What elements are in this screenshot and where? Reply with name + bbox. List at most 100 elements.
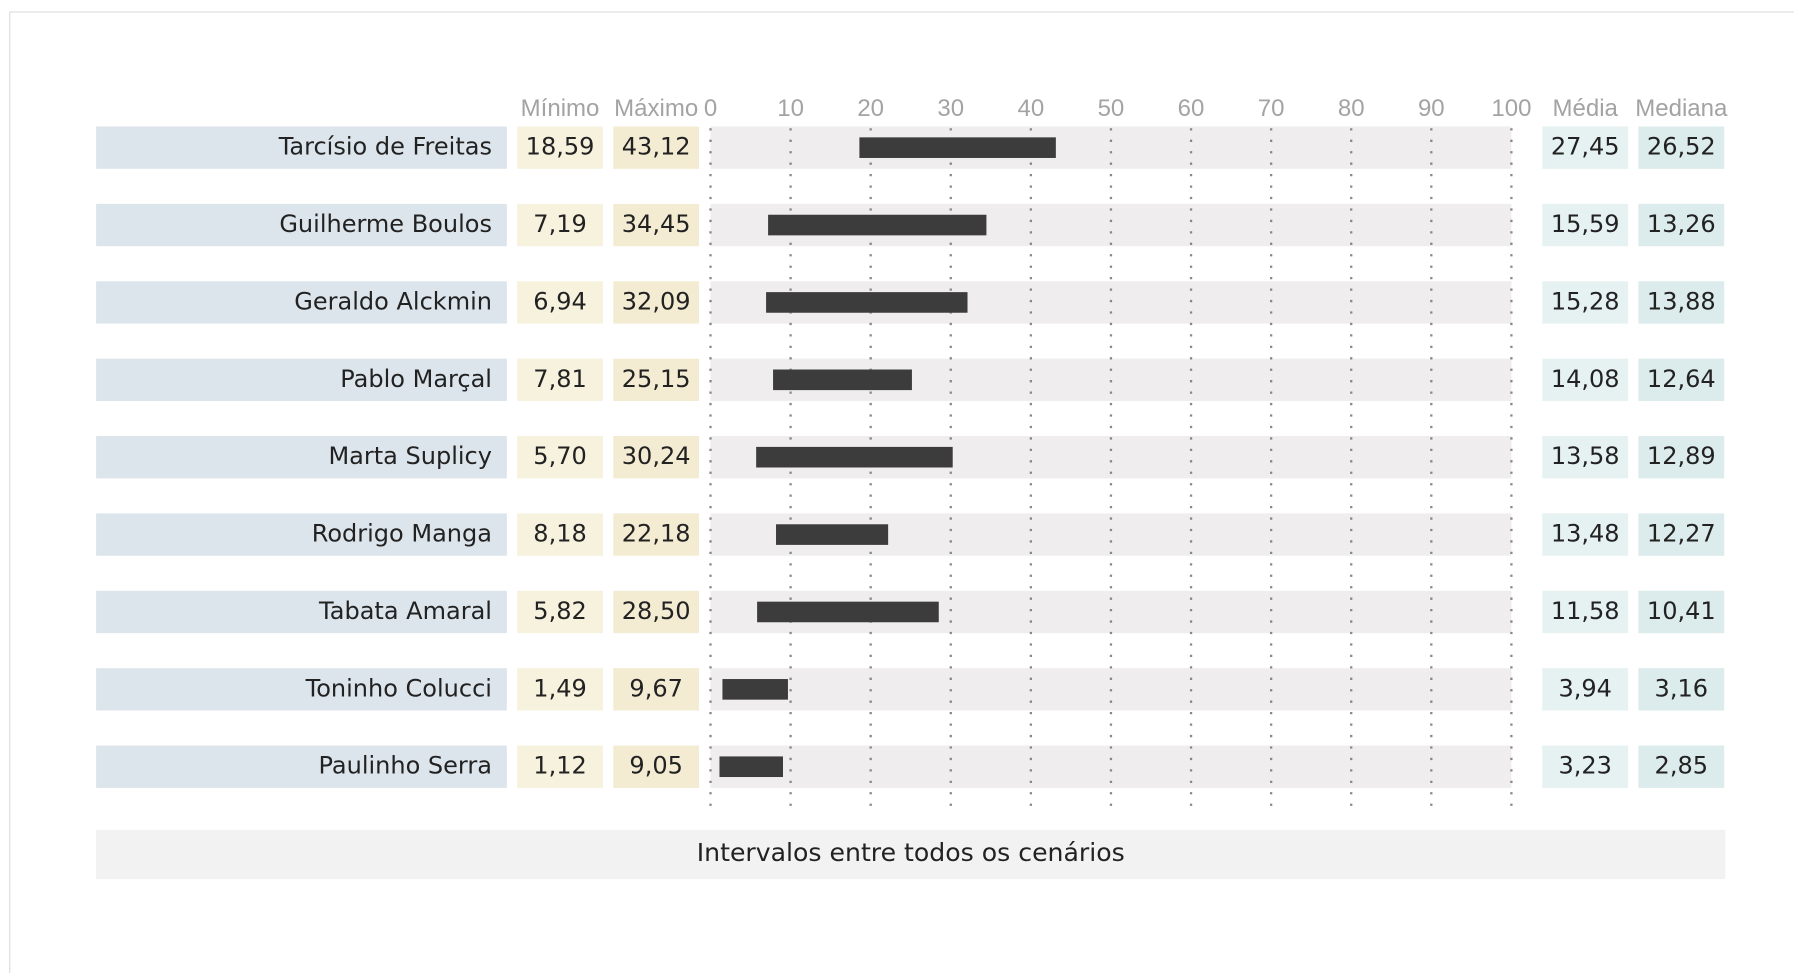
column-header: Mediana [1635,95,1728,122]
value-label: 9,67 [629,674,682,702]
row-label: Tabata Amaral [318,597,492,625]
value-label: 14,08 [1551,365,1620,393]
value-label: 12,64 [1647,365,1716,393]
caption-box [96,829,1726,880]
value-label: 6,94 [533,287,586,315]
value-label: 34,45 [622,210,691,238]
value-label: 5,70 [533,442,586,470]
value-label: 11,58 [1551,597,1620,625]
value-cell [517,590,603,634]
name-cell [96,590,507,634]
value-label: 1,12 [533,752,586,780]
value-cell [1638,203,1725,247]
name-cell [96,358,507,401]
value-cell [613,203,700,247]
value-cell [1542,126,1629,169]
value-cell [1638,281,1725,324]
range-bar [768,214,987,236]
value-label: 15,59 [1551,210,1620,238]
value-cell [517,358,603,401]
x-tick-label: 60 [1178,95,1205,122]
value-label: 22,18 [622,520,691,548]
value-cell [613,126,700,169]
row-label: Geraldo Alckmin [294,287,492,315]
value-cell [1638,745,1725,788]
value-cell [1542,203,1629,247]
value-label: 13,26 [1647,210,1716,238]
range-bar [722,679,788,700]
x-tick-label: 30 [937,95,964,122]
value-label: 28,50 [622,597,691,625]
name-cell [96,513,507,556]
caption: Intervalos entre todos os cenários [697,838,1125,867]
row-label: Tarcísio de Freitas [278,133,492,161]
x-tick-label: 90 [1418,95,1445,122]
value-cell [517,203,603,247]
value-cell [1638,126,1725,169]
value-label: 12,89 [1647,442,1716,470]
x-tick-label: 70 [1258,95,1285,122]
row-label: Marta Suplicy [328,442,492,470]
range-bar [756,446,953,468]
value-label: 15,28 [1551,287,1620,315]
value-cell [1638,436,1725,479]
value-label: 8,18 [533,520,586,548]
value-cell [1542,513,1629,556]
value-label: 1,49 [533,674,586,702]
value-cell [1542,281,1629,324]
value-label: 7,81 [533,365,586,393]
frame [9,11,1794,973]
value-label: 3,23 [1558,752,1611,780]
x-tick-label: 10 [777,95,804,122]
value-cell [517,668,603,711]
value-cell [1542,590,1629,634]
value-label: 2,85 [1655,752,1708,780]
value-cell [613,281,700,324]
x-tick-label: 20 [857,95,884,122]
value-label: 27,45 [1551,133,1620,161]
column-header: Máximo [614,95,698,122]
value-label: 12,27 [1647,520,1716,548]
range-bar [719,756,783,778]
name-cell [96,436,507,479]
range-bar [859,137,1056,158]
x-tick-label: 40 [1018,95,1045,122]
row-label: Guilherme Boulos [279,210,492,238]
value-label: 9,05 [629,752,682,780]
value-label: 5,82 [533,597,586,625]
value-cell [517,513,603,556]
value-cell [613,745,700,788]
value-cell [613,513,700,556]
chart-row [710,126,1512,169]
range-bar [773,369,912,391]
name-cell [96,668,507,711]
row-label: Toninho Colucci [305,674,492,702]
range-bar [776,524,889,545]
value-label: 3,94 [1558,674,1611,702]
name-cell [96,126,507,169]
row-label: Rodrigo Manga [312,520,492,548]
value-cell [1638,668,1725,711]
value-label: 25,15 [622,365,691,393]
name-cell [96,203,507,247]
range-bar [766,292,968,313]
value-cell [1638,358,1725,401]
x-tick-label: 100 [1491,95,1531,122]
name-cell [96,745,507,788]
x-tick-label: 80 [1338,95,1365,122]
value-cell [613,668,700,711]
value-label: 30,24 [622,442,691,470]
value-label: 3,16 [1655,674,1708,702]
value-label: 26,52 [1647,133,1716,161]
value-cell [613,358,700,401]
column-header: Média [1552,95,1618,122]
value-cell [1638,513,1725,556]
value-cell [1542,745,1629,788]
value-label: 7,19 [533,210,586,238]
value-cell [517,126,603,169]
value-cell [1542,436,1629,479]
row-label: Pablo Marçal [340,365,492,393]
value-label: 13,58 [1551,442,1620,470]
value-cell [517,281,603,324]
